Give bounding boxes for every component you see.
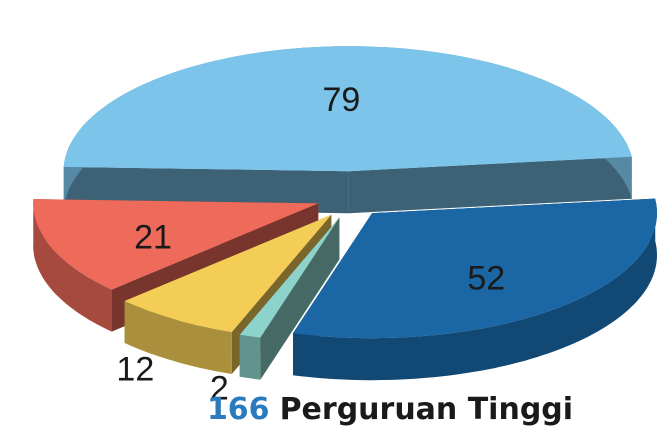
pie: [33, 46, 657, 381]
slice-shade: [124, 301, 232, 374]
labels: 79 52 2 12 21: [116, 81, 505, 407]
slice: [124, 214, 332, 332]
title-text: Perguruan Tinggi: [280, 392, 574, 427]
slice-shade: [293, 198, 657, 381]
slice-shade: [239, 334, 261, 380]
slice: [63, 46, 632, 172]
title-count: 166: [207, 392, 270, 427]
slice-side: [33, 199, 112, 332]
slice: [33, 199, 319, 290]
slice-side: [239, 334, 261, 380]
slice-side: [293, 198, 657, 381]
data-label: 52: [467, 260, 505, 298]
data-label: 21: [134, 218, 172, 256]
data-label: 12: [116, 351, 154, 389]
slice-side: [124, 301, 232, 374]
data-label: 79: [322, 81, 360, 119]
chart-title: 166 Perguruan Tinggi: [207, 392, 573, 427]
data-label: 2: [210, 370, 229, 408]
slice: [239, 217, 340, 338]
slice-shade: [33, 199, 112, 332]
slice: [293, 198, 657, 339]
slice-shade: [239, 217, 340, 377]
slice-shade: [348, 156, 632, 214]
